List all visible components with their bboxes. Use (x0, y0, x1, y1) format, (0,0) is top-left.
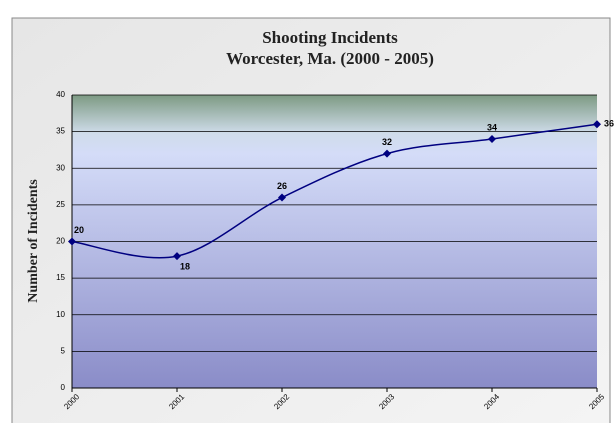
marker (383, 149, 391, 158)
marker (68, 237, 76, 246)
chart-title: Shooting Incidents (262, 28, 398, 47)
marker (278, 193, 286, 202)
data-label: 26 (277, 181, 287, 191)
y-tick-label: 20 (56, 237, 65, 246)
marker (593, 120, 601, 129)
y-tick-label: 30 (56, 163, 65, 172)
data-label: 18 (180, 262, 190, 272)
marker (488, 134, 496, 143)
y-tick-label: 25 (56, 200, 65, 209)
data-label: 34 (487, 122, 497, 132)
line (71, 123, 598, 259)
y-tick-label: 40 (56, 90, 65, 99)
y-tick-label: 15 (56, 273, 65, 282)
y-tick-label: 0 (61, 383, 66, 392)
y-axis-label: Number of Incidents (26, 179, 41, 303)
y-tick-label: 5 (61, 346, 66, 355)
y-tick-label: 10 (56, 310, 65, 319)
y-tick-label: 35 (56, 127, 65, 136)
marker (173, 252, 181, 261)
chart-subtitle: Worcester, Ma. (2000 - 2005) (226, 49, 434, 68)
data-label: 20 (74, 225, 84, 235)
data-label: 32 (382, 137, 392, 147)
data-label: 36 (604, 119, 614, 129)
